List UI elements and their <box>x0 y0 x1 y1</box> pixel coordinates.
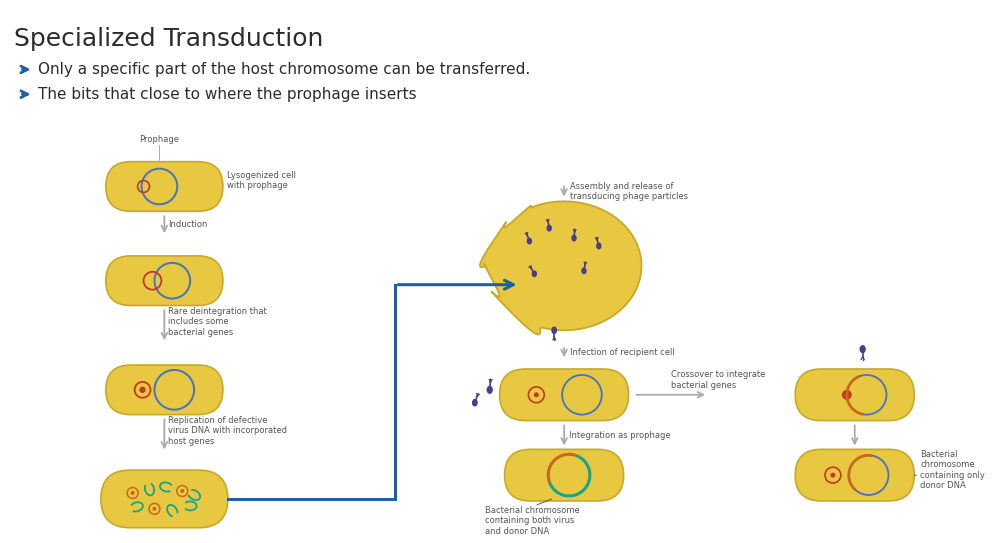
Text: Bacterial
chromosome
containing only
donor DNA: Bacterial chromosome containing only don… <box>920 450 984 490</box>
Ellipse shape <box>552 327 556 333</box>
Circle shape <box>130 491 134 495</box>
Text: Specialized Transduction: Specialized Transduction <box>14 27 323 51</box>
Circle shape <box>140 387 144 392</box>
FancyBboxPatch shape <box>499 369 628 421</box>
Ellipse shape <box>582 268 586 274</box>
Circle shape <box>829 472 834 478</box>
FancyBboxPatch shape <box>105 162 223 211</box>
Text: Assembly and release of
transducing phage particles: Assembly and release of transducing phag… <box>570 182 687 201</box>
FancyBboxPatch shape <box>505 450 623 501</box>
Text: Crossover to integrate
bacterial genes: Crossover to integrate bacterial genes <box>670 370 764 390</box>
Polygon shape <box>479 201 641 334</box>
Text: Only a specific part of the host chromosome can be transferred.: Only a specific part of the host chromos… <box>38 62 531 77</box>
Ellipse shape <box>527 238 531 244</box>
Ellipse shape <box>486 387 491 393</box>
Ellipse shape <box>532 271 536 276</box>
Text: Replication of defective
virus DNA with incorporated
host genes: Replication of defective virus DNA with … <box>169 416 287 446</box>
Text: Integration as prophage: Integration as prophage <box>569 431 670 440</box>
Ellipse shape <box>572 235 576 241</box>
Text: Lysogenized cell
with prophage: Lysogenized cell with prophage <box>227 171 296 190</box>
Text: Rare deintegration that
includes some
bacterial genes: Rare deintegration that includes some ba… <box>169 307 267 337</box>
FancyBboxPatch shape <box>105 256 223 306</box>
Text: Prophage: Prophage <box>139 135 180 144</box>
Circle shape <box>841 390 851 400</box>
Ellipse shape <box>596 243 600 249</box>
Text: The bits that close to where the prophage inserts: The bits that close to where the prophag… <box>38 87 416 102</box>
Circle shape <box>534 392 539 397</box>
Text: Induction: Induction <box>169 220 208 229</box>
Circle shape <box>152 507 156 511</box>
Ellipse shape <box>472 400 476 406</box>
Ellipse shape <box>860 346 865 352</box>
Text: Bacterial chromosome
containing both virus
and donor DNA: Bacterial chromosome containing both vir… <box>484 506 579 536</box>
FancyBboxPatch shape <box>794 450 914 501</box>
FancyBboxPatch shape <box>105 365 223 415</box>
FancyBboxPatch shape <box>100 470 228 528</box>
Text: Infection of recipient cell: Infection of recipient cell <box>570 348 674 357</box>
FancyBboxPatch shape <box>794 369 914 421</box>
Ellipse shape <box>547 225 551 231</box>
Circle shape <box>181 489 184 493</box>
